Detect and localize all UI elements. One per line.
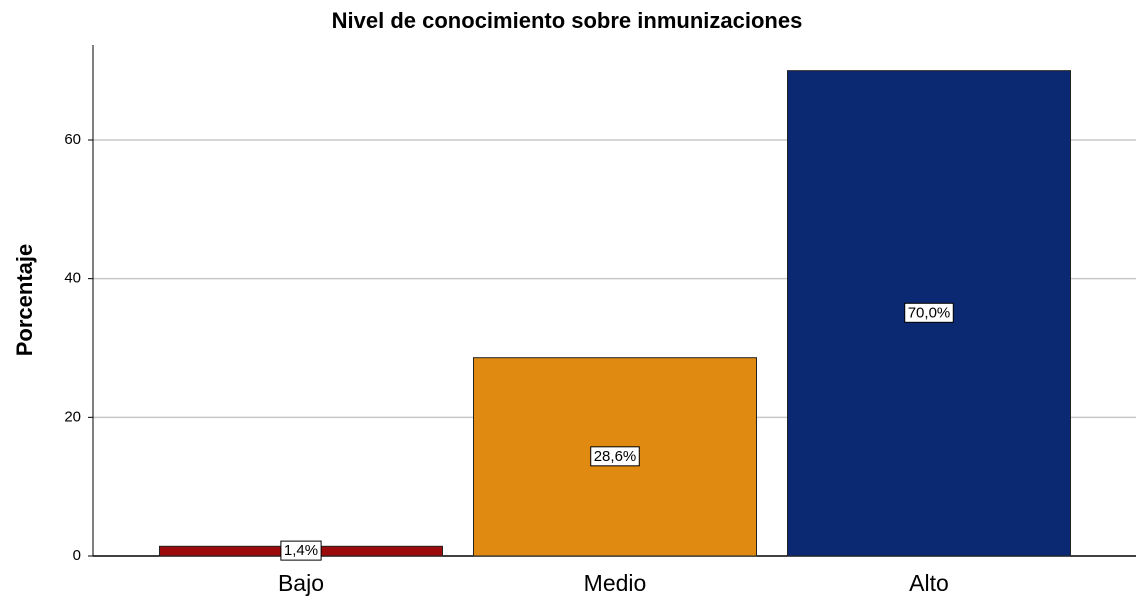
y-axis-label: Porcentaje [12, 244, 37, 357]
value-label-box [590, 446, 640, 467]
value-label: 28,6% [594, 448, 637, 465]
value-label-box [904, 302, 954, 323]
value-label-box [280, 540, 322, 561]
value-label: 1,4% [284, 542, 318, 559]
x-tick-label: Bajo [278, 570, 324, 596]
x-tick-label: Alto [909, 570, 949, 596]
chart-title: Nivel de conocimiento sobre inmunizacion… [332, 8, 803, 33]
y-tick-label: 40 [64, 270, 81, 287]
y-tick-label: 20 [64, 408, 81, 425]
y-tick-label: 60 [64, 131, 81, 148]
x-tick-label: Medio [584, 570, 647, 596]
value-label: 70,0% [908, 304, 951, 321]
y-tick-label: 0 [73, 547, 81, 564]
